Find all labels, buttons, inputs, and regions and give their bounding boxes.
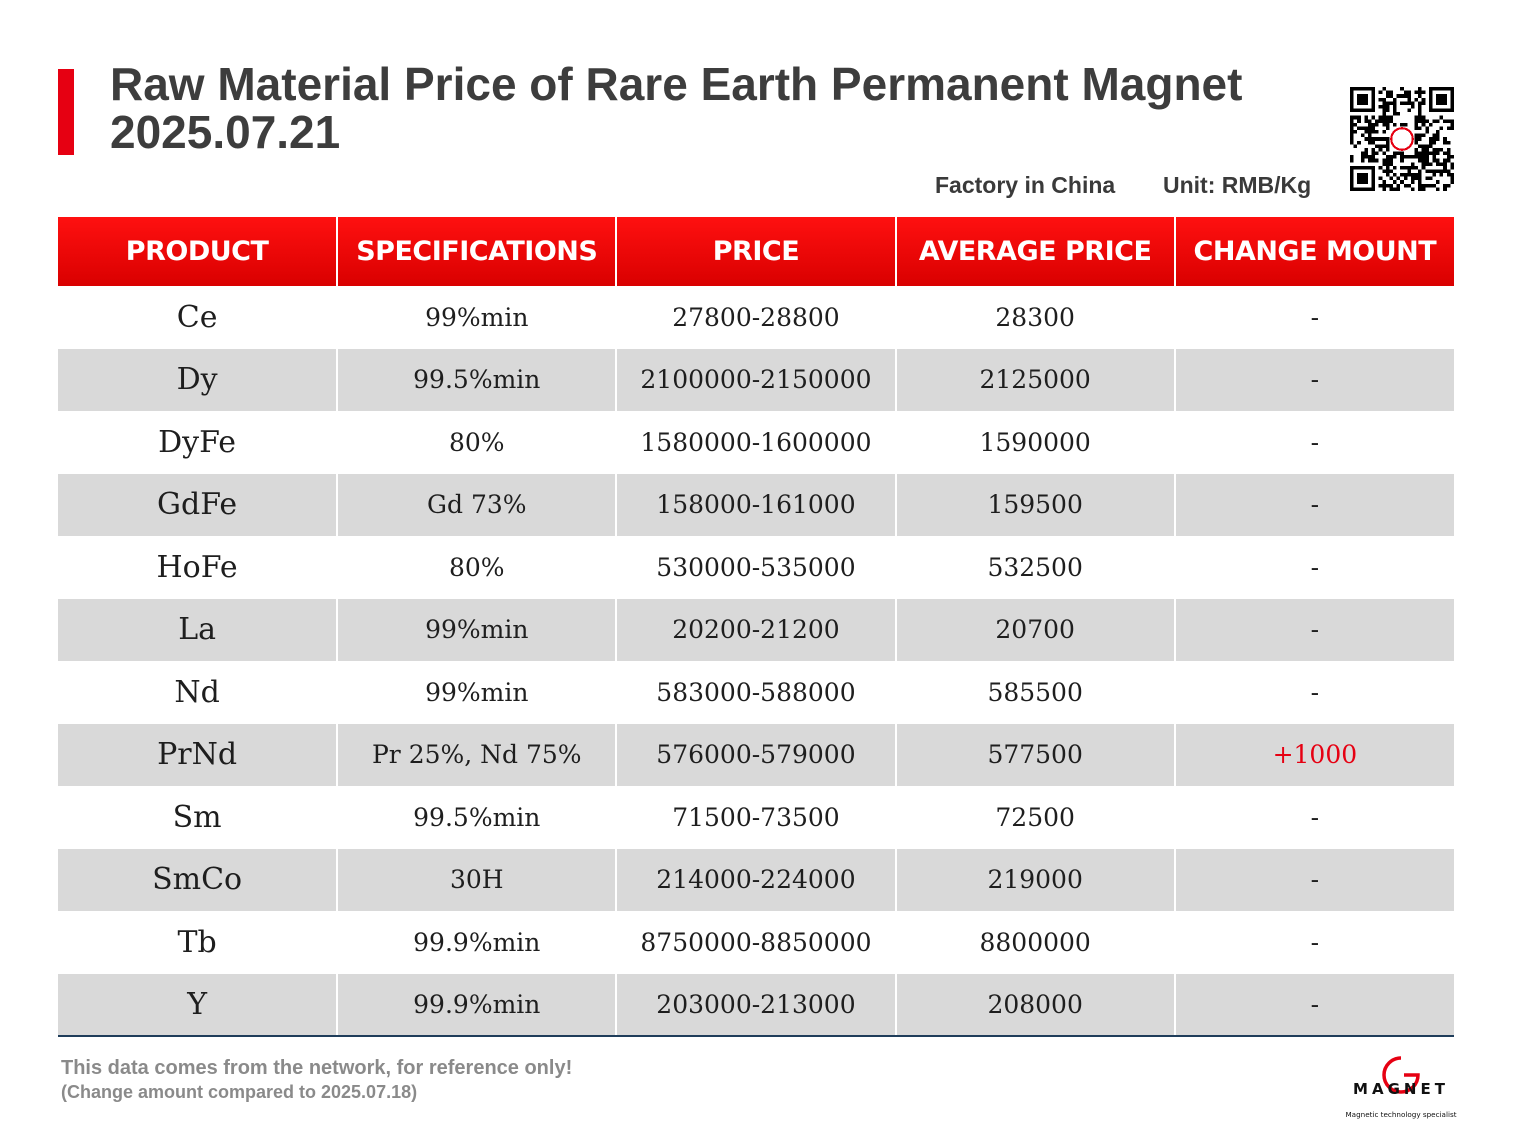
cell-change: -: [1173, 848, 1454, 911]
cell-change: -: [1173, 911, 1454, 974]
cell-specifications: 80%: [336, 536, 617, 599]
comparison-note: (Change amount compared to 2025.07.18): [61, 1082, 418, 1102]
factory-label: Factory in China: [935, 172, 1116, 198]
cell-change: -: [1173, 473, 1454, 536]
page-title: Raw Material Price of Rare Earth Permane…: [110, 60, 1310, 156]
cell-average-price: 2125000: [894, 348, 1175, 411]
table-header-row: PRODUCT SPECIFICATIONS PRICE AVERAGE PRI…: [58, 217, 1454, 286]
cell-price: 71500-73500: [615, 786, 896, 849]
column-header-average-price: AVERAGE PRICE: [894, 217, 1175, 286]
cell-product: La: [58, 598, 338, 661]
cell-change: -: [1173, 411, 1454, 474]
magnet-logo-icon: MAGNET Magnetic technology specialist: [1345, 1056, 1457, 1119]
cell-specifications: 99.9%min: [336, 973, 617, 1037]
cell-average-price: 532500: [894, 536, 1175, 599]
cell-change: +1000: [1173, 723, 1454, 786]
cell-specifications: 99%min: [336, 661, 617, 724]
title-date: 2025.07.21: [110, 106, 341, 158]
table-row: Y 99.9%min 203000-213000 208000-: [58, 973, 1454, 1037]
cell-change: -: [1173, 348, 1454, 411]
source-note: This data comes from the network, for re…: [61, 1057, 573, 1079]
cell-average-price: 219000: [894, 848, 1175, 911]
cell-product: HoFe: [58, 536, 338, 599]
cell-average-price: 208000: [894, 973, 1175, 1037]
cell-change: -: [1173, 598, 1454, 661]
cell-average-price: 1590000: [894, 411, 1175, 474]
cell-specifications: 99%min: [336, 286, 617, 349]
cell-average-price: 577500: [894, 723, 1175, 786]
cell-product: Ce: [58, 286, 338, 349]
cell-price: 27800-28800: [615, 286, 896, 349]
cell-price: 576000-579000: [615, 723, 896, 786]
table-row: HoFe 80% 530000-535000 532500-: [58, 536, 1454, 599]
table-row: Nd 99%min 583000-588000 585500-: [58, 661, 1454, 724]
logo-tagline: Magnetic technology specialist: [1345, 1110, 1456, 1119]
cell-price: 583000-588000: [615, 661, 896, 724]
cell-change: -: [1173, 286, 1454, 349]
table-row: SmCo 30H 214000-224000 219000-: [58, 848, 1454, 911]
cell-product: Tb: [58, 911, 338, 974]
cell-specifications: 99.5%min: [336, 348, 617, 411]
table-row: Ce 99%min 27800-28800 28300-: [58, 286, 1454, 349]
cell-product: SmCo: [58, 848, 338, 911]
cell-average-price: 20700: [894, 598, 1175, 661]
cell-product: DyFe: [58, 411, 338, 474]
cell-product: GdFe: [58, 473, 338, 536]
cell-specifications: 99.9%min: [336, 911, 617, 974]
cell-specifications: 99%min: [336, 598, 617, 661]
column-header-price: PRICE: [615, 217, 896, 286]
column-header-product: PRODUCT: [58, 217, 338, 286]
table-row: GdFe Gd 73% 158000-161000 159500-: [58, 473, 1454, 536]
cell-price: 20200-21200: [615, 598, 896, 661]
cell-price: 214000-224000: [615, 848, 896, 911]
cell-specifications: Pr 25%, Nd 75%: [336, 723, 617, 786]
cell-price: 8750000-8850000: [615, 911, 896, 974]
cell-price: 203000-213000: [615, 973, 896, 1037]
logo-wordmark: MAGNET: [1353, 1080, 1449, 1098]
table-row: PrNd Pr 25%, Nd 75% 576000-579000 577500 +10…: [58, 723, 1454, 786]
cell-specifications: 80%: [336, 411, 617, 474]
title-accent-bar: [58, 69, 74, 155]
title-line-1: Raw Material Price of Rare Earth Permane…: [110, 58, 1243, 110]
cell-product: Dy: [58, 348, 338, 411]
price-table: PRODUCT SPECIFICATIONS PRICE AVERAGE PRI…: [58, 217, 1454, 1037]
table-row: La 99%min 20200-21200 20700-: [58, 598, 1454, 661]
cell-average-price: 159500: [894, 473, 1175, 536]
table-row: DyFe 80% 1580000-1600000 1590000-: [58, 411, 1454, 474]
cell-product: Y: [58, 973, 338, 1037]
cell-change: -: [1173, 973, 1454, 1037]
unit-label: Unit: RMB/Kg: [1163, 172, 1312, 198]
table-row: Sm 99.5%min 71500-73500 72500-: [58, 786, 1454, 849]
column-header-specifications: SPECIFICATIONS: [336, 217, 617, 286]
cell-average-price: 585500: [894, 661, 1175, 724]
cell-specifications: 99.5%min: [336, 786, 617, 849]
cell-product: Nd: [58, 661, 338, 724]
cell-product: PrNd: [58, 723, 338, 786]
qr-code-icon: [1350, 87, 1454, 191]
column-header-change-mount: CHANGE MOUNT: [1173, 217, 1454, 286]
cell-average-price: 8800000: [894, 911, 1175, 974]
table-row: Tb 99.9%min 8750000-8850000 8800000-: [58, 911, 1454, 974]
cell-change: -: [1173, 536, 1454, 599]
cell-change: -: [1173, 661, 1454, 724]
cell-average-price: 28300: [894, 286, 1175, 349]
table-row: Dy 99.5%min 2100000-2150000 2125000-: [58, 348, 1454, 411]
cell-price: 158000-161000: [615, 473, 896, 536]
cell-specifications: 30H: [336, 848, 617, 911]
cell-average-price: 72500: [894, 786, 1175, 849]
cell-specifications: Gd 73%: [336, 473, 617, 536]
cell-product: Sm: [58, 786, 338, 849]
cell-change: -: [1173, 786, 1454, 849]
cell-price: 1580000-1600000: [615, 411, 896, 474]
cell-price: 2100000-2150000: [615, 348, 896, 411]
cell-price: 530000-535000: [615, 536, 896, 599]
